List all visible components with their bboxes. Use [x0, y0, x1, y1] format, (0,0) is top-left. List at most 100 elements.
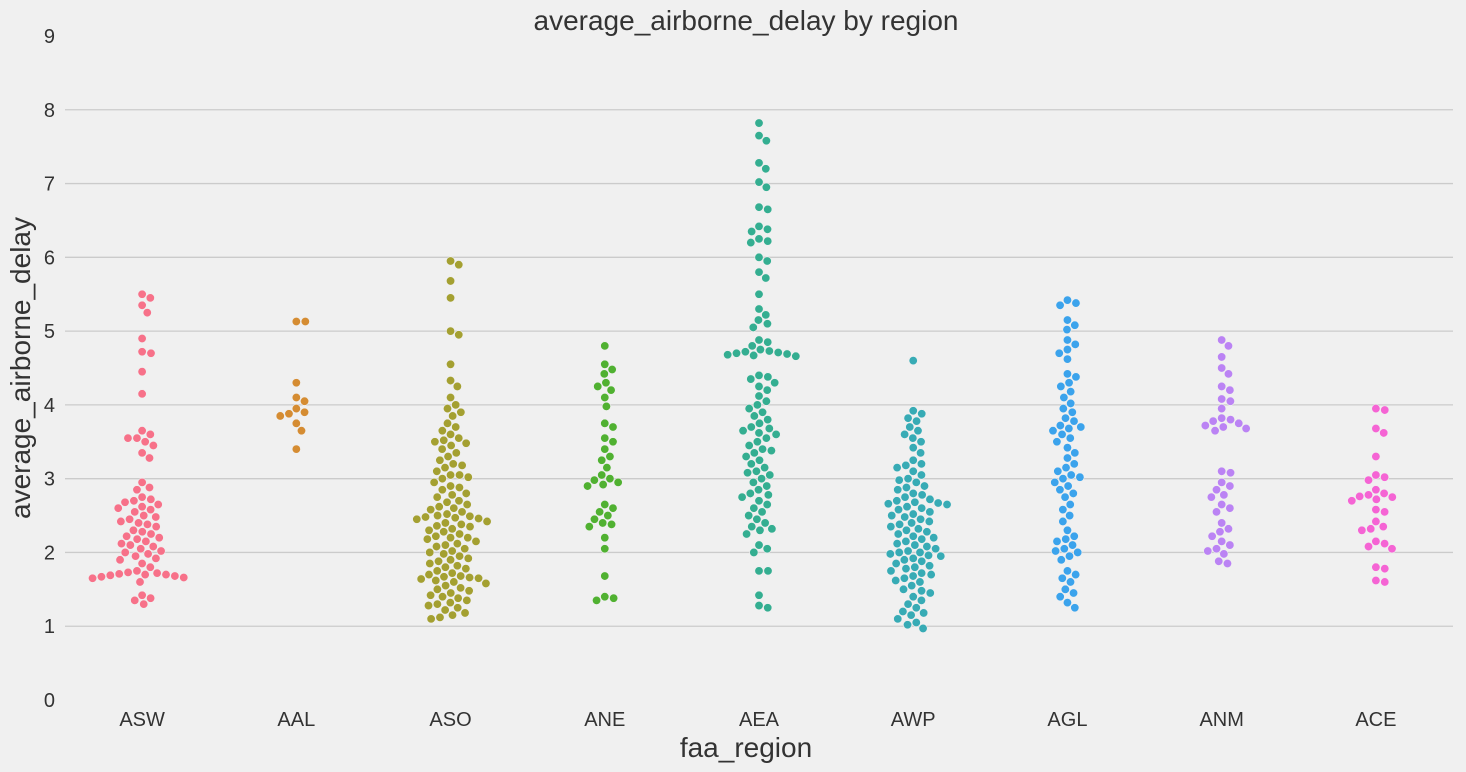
y-tick-label: 6 — [44, 247, 55, 269]
point — [907, 518, 917, 528]
point — [447, 524, 457, 534]
point — [906, 610, 916, 620]
point — [137, 389, 147, 399]
point — [115, 555, 125, 565]
point — [1055, 300, 1065, 310]
point — [754, 252, 764, 262]
point — [1063, 481, 1073, 491]
point — [446, 533, 456, 543]
point — [1073, 547, 1083, 557]
marks — [88, 118, 1397, 633]
point — [1062, 345, 1072, 355]
point — [749, 411, 759, 421]
point — [143, 549, 153, 559]
y-tick-label: 4 — [44, 395, 55, 417]
point — [1070, 603, 1080, 613]
point — [903, 546, 913, 556]
point — [607, 364, 617, 374]
point — [1069, 459, 1079, 469]
point — [903, 620, 913, 630]
point — [137, 527, 147, 537]
point — [438, 592, 448, 602]
point — [605, 474, 615, 484]
point — [1061, 413, 1071, 423]
point — [608, 422, 618, 432]
point — [453, 593, 463, 603]
point — [754, 540, 764, 550]
point — [758, 444, 768, 454]
point — [900, 429, 910, 439]
point — [886, 566, 896, 576]
point — [291, 378, 301, 388]
point — [1065, 511, 1075, 521]
point — [911, 618, 921, 628]
point — [754, 496, 764, 506]
point — [284, 409, 294, 419]
point — [746, 238, 756, 248]
point — [142, 308, 152, 318]
point — [137, 426, 147, 436]
point — [613, 477, 623, 487]
point — [141, 536, 151, 546]
point — [291, 393, 301, 403]
point — [439, 549, 449, 559]
point — [761, 136, 771, 146]
point — [747, 227, 757, 237]
point — [749, 503, 759, 513]
point — [1347, 496, 1357, 506]
point — [761, 433, 771, 443]
point — [137, 492, 147, 502]
point — [746, 422, 756, 432]
point — [146, 529, 156, 539]
point — [463, 533, 473, 543]
point — [443, 418, 453, 428]
point — [431, 575, 441, 585]
point — [1371, 423, 1381, 433]
point — [738, 426, 748, 436]
point — [919, 608, 929, 618]
point — [146, 593, 156, 603]
point — [446, 555, 456, 565]
point — [146, 505, 156, 515]
point — [606, 385, 616, 395]
point — [1364, 490, 1374, 500]
point — [465, 511, 475, 521]
point — [461, 564, 471, 574]
point — [908, 488, 918, 498]
point — [432, 542, 442, 552]
point — [900, 492, 910, 502]
point — [754, 590, 764, 600]
point — [146, 348, 156, 358]
point — [754, 202, 764, 212]
point — [755, 525, 765, 535]
point — [763, 566, 773, 576]
point — [452, 381, 462, 391]
point — [1062, 443, 1072, 453]
point — [754, 304, 764, 314]
point — [116, 539, 126, 549]
point — [744, 511, 754, 521]
point — [422, 534, 432, 544]
point — [481, 578, 491, 588]
point — [745, 488, 755, 498]
point — [432, 566, 442, 576]
point — [137, 590, 147, 600]
point — [1071, 570, 1081, 580]
point — [1215, 527, 1225, 537]
point — [443, 452, 453, 462]
point — [910, 497, 920, 507]
point — [901, 525, 911, 535]
point — [1380, 577, 1390, 587]
point — [1378, 522, 1388, 532]
point — [887, 511, 897, 521]
point — [600, 444, 610, 454]
point — [465, 522, 475, 532]
point — [754, 485, 764, 495]
point — [424, 570, 434, 580]
point — [782, 349, 792, 359]
point — [584, 522, 594, 532]
point — [1234, 418, 1244, 428]
point — [1371, 494, 1381, 504]
point — [465, 573, 475, 583]
